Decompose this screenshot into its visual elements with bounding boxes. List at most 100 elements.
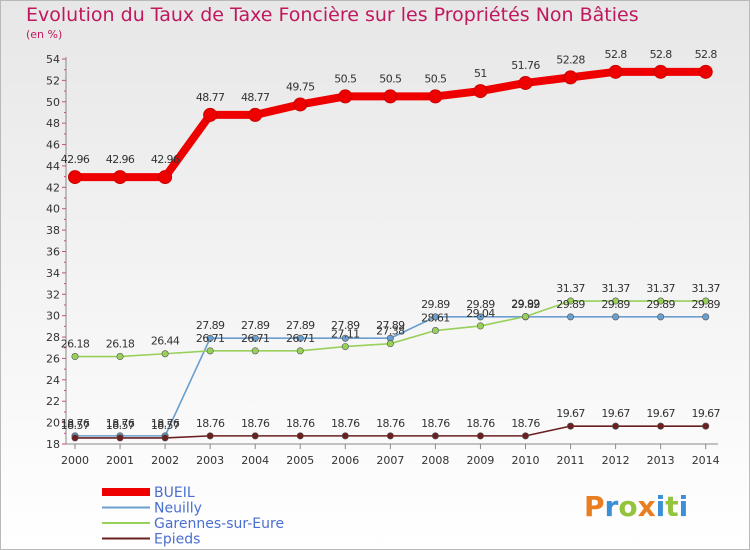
data-point-neuilly — [612, 313, 620, 321]
x-tick-label: 2001 — [106, 454, 134, 467]
data-point-bueil — [608, 64, 623, 79]
data-point-bueil — [203, 107, 218, 122]
x-tick-label: 2007 — [376, 454, 404, 467]
data-label-garennes-sur-eure: 26.18 — [106, 338, 135, 351]
data-label-epieds: 19.67 — [691, 407, 720, 420]
data-label-bueil: 52.8 — [605, 48, 628, 61]
data-point-neuilly — [476, 313, 484, 321]
data-label-bueil: 50.5 — [379, 72, 402, 85]
data-point-epieds — [296, 432, 304, 440]
data-label-neuilly: 18.76 — [151, 417, 180, 430]
data-label-bueil: 48.77 — [196, 91, 225, 104]
data-label-neuilly: 29.89 — [646, 298, 675, 311]
data-label-epieds: 19.67 — [601, 407, 630, 420]
data-point-bueil — [383, 89, 398, 104]
data-point-neuilly — [296, 334, 304, 342]
data-label-garennes-sur-eure: 26.44 — [151, 335, 180, 348]
legend-label-bueil: BUEIL — [154, 485, 195, 501]
data-point-garennes-sur-eure — [476, 322, 484, 330]
legend-label-neuilly: Neuilly — [154, 501, 202, 517]
data-label-neuilly: 29.89 — [466, 298, 495, 311]
data-label-epieds: 18.76 — [421, 417, 450, 430]
data-label-epieds: 18.76 — [466, 417, 495, 430]
data-label-neuilly: 29.89 — [691, 298, 720, 311]
data-point-bueil — [653, 64, 668, 79]
y-tick-label: 50 — [46, 96, 60, 109]
legend-label-garennes-sur-eure: Garennes-sur-Eure — [154, 516, 284, 532]
data-point-garennes-sur-eure — [206, 347, 214, 355]
y-tick-label: 28 — [46, 331, 60, 344]
data-label-garennes-sur-eure: 26.71 — [196, 332, 225, 345]
x-tick-label: 2012 — [602, 454, 630, 467]
data-label-bueil: 42.96 — [106, 153, 135, 166]
logo-letter: t — [665, 490, 679, 523]
data-point-garennes-sur-eure — [341, 343, 349, 351]
data-label-neuilly: 29.89 — [601, 298, 630, 311]
x-tick-label: 2002 — [151, 454, 179, 467]
y-tick-label: 30 — [46, 310, 60, 323]
y-tick-label: 40 — [46, 203, 60, 216]
data-point-neuilly — [702, 313, 710, 321]
logo-letter: i — [678, 490, 689, 523]
data-point-bueil — [563, 70, 578, 85]
y-tick-label: 54 — [46, 53, 60, 66]
x-tick-label: 2006 — [331, 454, 359, 467]
data-label-garennes-sur-eure: 28.61 — [421, 312, 450, 325]
y-tick-label: 42 — [46, 181, 60, 194]
data-label-neuilly: 29.89 — [421, 298, 450, 311]
data-point-garennes-sur-eure — [116, 353, 124, 361]
y-tick-label: 20 — [46, 417, 60, 430]
y-tick-label: 32 — [46, 288, 60, 301]
x-tick-label: 2008 — [421, 454, 449, 467]
data-label-garennes-sur-eure: 31.37 — [691, 282, 720, 295]
data-point-neuilly — [431, 313, 439, 321]
data-point-epieds — [567, 422, 575, 430]
logo-letter: i — [655, 490, 666, 523]
data-label-neuilly: 29.89 — [556, 298, 585, 311]
logo-letter: r — [604, 490, 619, 523]
data-point-neuilly — [657, 313, 665, 321]
data-label-garennes-sur-eure: 26.71 — [241, 332, 270, 345]
legend-label-epieds: Epieds — [154, 532, 200, 548]
data-point-epieds — [161, 434, 169, 442]
data-point-bueil — [68, 170, 82, 185]
y-tick-label: 46 — [46, 139, 60, 152]
x-tick-label: 2011 — [557, 454, 585, 467]
y-tick-label: 24 — [46, 374, 60, 387]
data-point-garennes-sur-eure — [612, 297, 620, 305]
data-label-bueil: 49.75 — [286, 80, 315, 93]
data-point-epieds — [251, 432, 259, 440]
data-point-bueil — [698, 64, 713, 79]
data-point-epieds — [612, 422, 620, 430]
data-label-bueil: 48.77 — [241, 91, 270, 104]
data-point-bueil — [113, 170, 128, 185]
y-tick-label: 52 — [46, 74, 60, 87]
x-tick-label: 2004 — [241, 454, 269, 467]
data-point-epieds — [71, 434, 79, 442]
x-tick-label: 2014 — [692, 454, 720, 467]
data-point-garennes-sur-eure — [296, 347, 304, 355]
data-label-garennes-sur-eure: 27.38 — [376, 325, 405, 338]
logo-letter: o — [618, 490, 638, 523]
data-label-garennes-sur-eure: 29.04 — [466, 307, 495, 320]
data-point-epieds — [702, 422, 710, 430]
data-point-epieds — [521, 432, 529, 440]
data-point-garennes-sur-eure — [567, 297, 575, 305]
data-label-bueil: 51 — [474, 67, 487, 80]
x-tick-label: 2000 — [61, 454, 89, 467]
data-label-epieds: 18.57 — [106, 419, 135, 432]
x-tick-label: 2013 — [647, 454, 675, 467]
x-tick-label: 2005 — [286, 454, 314, 467]
data-point-garennes-sur-eure — [702, 297, 710, 305]
y-tick-label: 18 — [46, 438, 60, 451]
data-point-garennes-sur-eure — [71, 353, 79, 361]
data-label-epieds: 18.76 — [376, 417, 405, 430]
data-point-bueil — [473, 84, 488, 99]
data-label-garennes-sur-eure: 31.37 — [601, 282, 630, 295]
data-point-neuilly — [206, 334, 214, 342]
data-label-garennes-sur-eure: 26.18 — [61, 338, 90, 351]
x-tick-label: 2009 — [466, 454, 494, 467]
logo-letter: x — [637, 490, 656, 523]
data-point-neuilly — [567, 313, 575, 321]
